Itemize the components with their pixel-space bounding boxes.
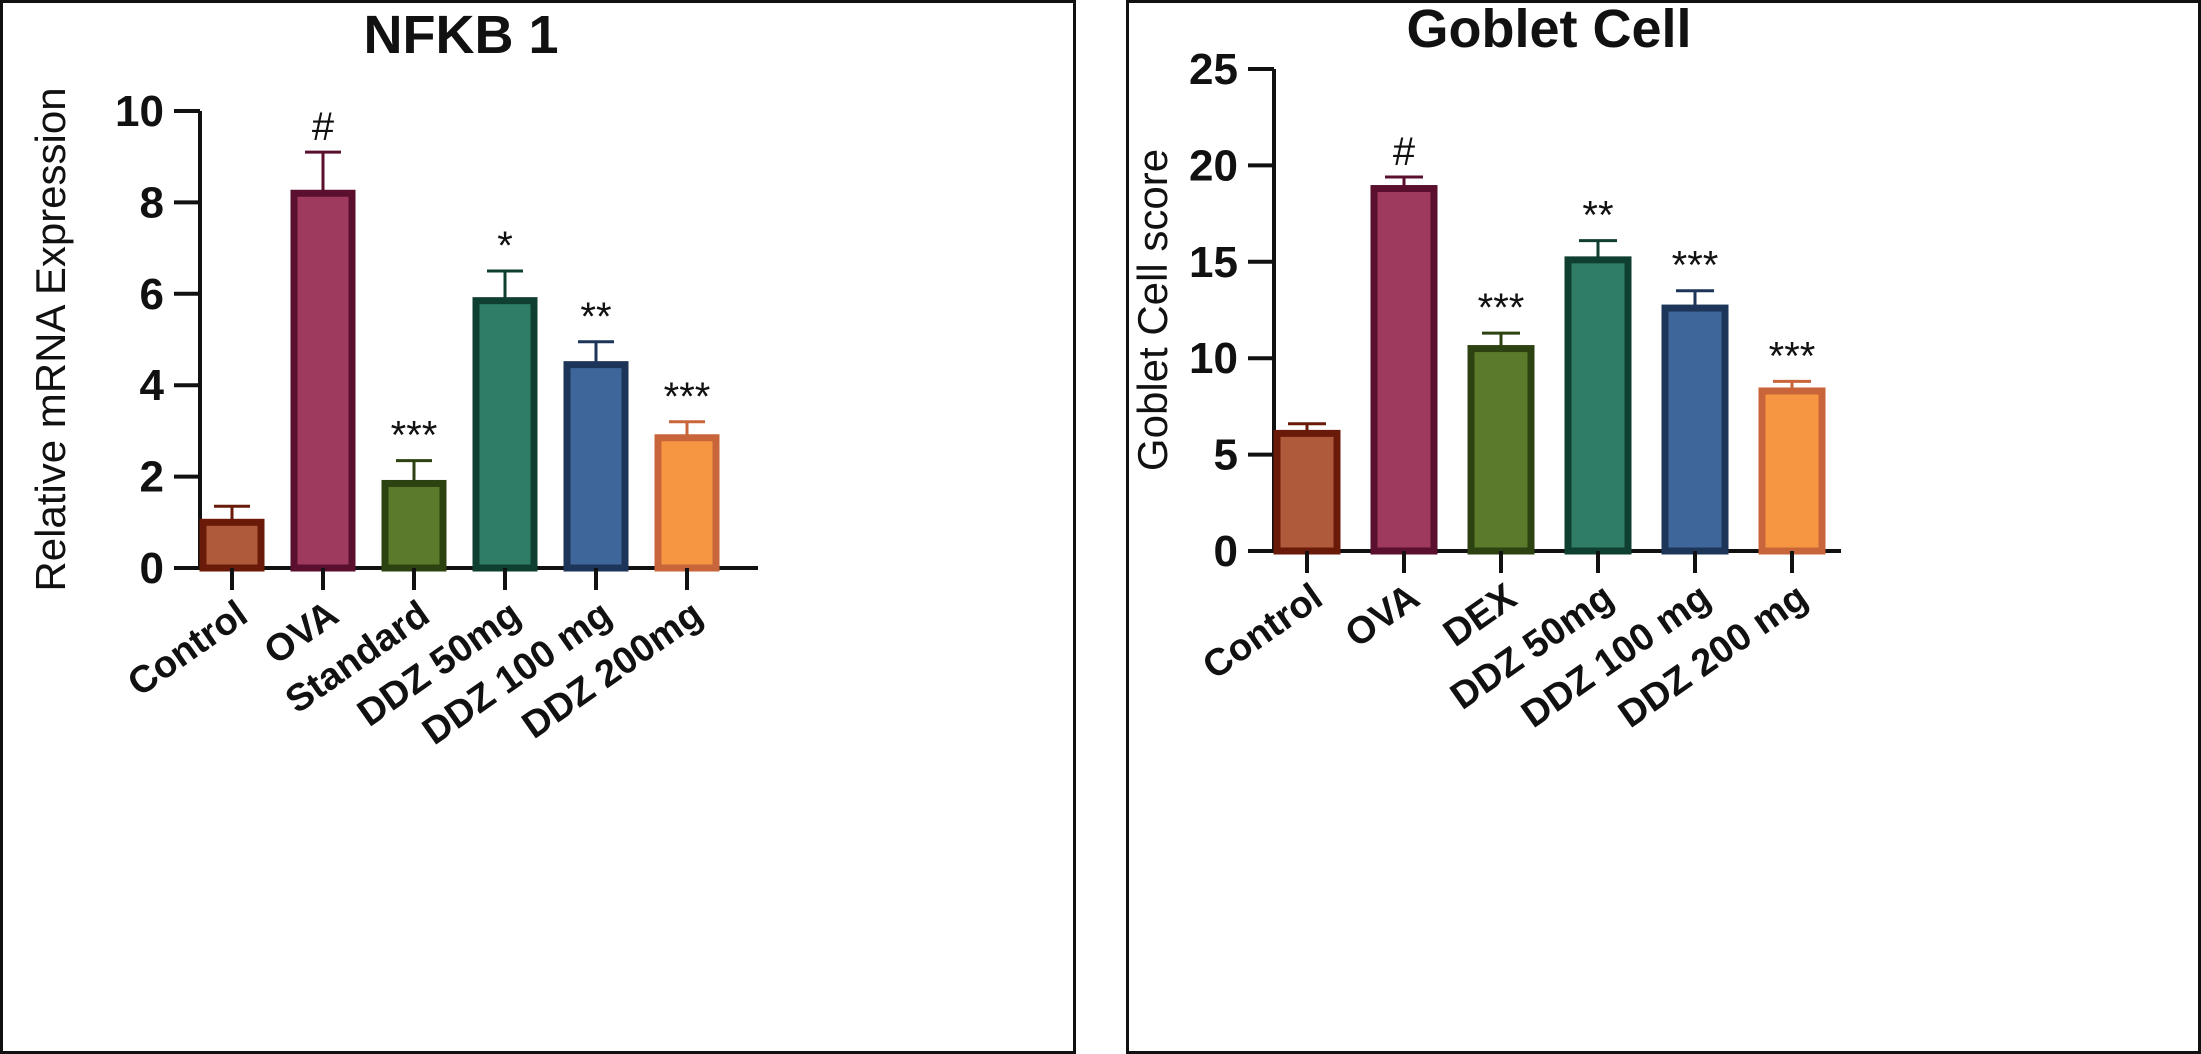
significance-label: *** — [1769, 334, 1816, 378]
y-tick-label: 0 — [140, 544, 164, 593]
bar — [381, 479, 447, 572]
chart-panel-goblet-cell: Goblet Cell Goblet Cell score 0 5 10 15 20 25 Co… — [1126, 0, 2201, 1054]
x-category-label: Control — [120, 593, 255, 705]
bar — [1564, 256, 1632, 555]
bar — [1467, 345, 1535, 555]
y-axis-label: Relative mRNA Expression — [27, 87, 74, 591]
x-category-label: Control — [1195, 576, 1330, 688]
chart-title: NFKB 1 — [363, 5, 558, 65]
bar — [1370, 185, 1438, 555]
significance-label: ** — [1582, 194, 1613, 238]
significance-label: # — [312, 105, 335, 149]
significance-label: # — [1393, 130, 1416, 174]
significance-label: *** — [391, 414, 438, 458]
y-tick-label: 8 — [140, 178, 164, 227]
chart-title: Goblet Cell — [1406, 3, 1691, 59]
y-tick-label: 5 — [1214, 431, 1238, 480]
y-tick-label: 6 — [140, 270, 164, 319]
goblet-cell-chart-svg: Goblet Cell Goblet Cell score 0 5 10 15 20 25 Co… — [1129, 3, 1841, 736]
y-tick-label: 10 — [115, 87, 164, 136]
y-tick-label: 0 — [1214, 527, 1238, 576]
bar — [563, 361, 629, 572]
bar — [199, 518, 265, 572]
chart-panel-nfkb1: NFKB 1 Relative mRNA Expression 0 2 4 6 8 10 Con… — [0, 0, 1076, 1054]
significance-label: *** — [664, 375, 711, 419]
y-tick-label: 20 — [1189, 141, 1238, 190]
significance-label: *** — [1478, 286, 1525, 330]
bar — [1273, 429, 1341, 555]
x-category-label: OVA — [1338, 576, 1427, 656]
bar — [654, 434, 720, 572]
y-tick-label: 2 — [140, 453, 164, 502]
y-tick-label: 4 — [140, 361, 165, 410]
significance-label: * — [497, 224, 513, 268]
y-tick-label: 10 — [1189, 334, 1238, 383]
nfkb1-chart-svg: NFKB 1 Relative mRNA Expression 0 2 4 6 8 10 Con… — [27, 5, 758, 753]
bar — [1758, 387, 1826, 555]
y-tick-label: 25 — [1189, 45, 1238, 94]
significance-label: ** — [580, 295, 611, 339]
y-tick-label: 15 — [1189, 238, 1238, 287]
y-axis-label: Goblet Cell score — [1129, 149, 1176, 471]
bar — [290, 189, 356, 572]
bar — [472, 297, 538, 572]
significance-label: *** — [1672, 244, 1719, 288]
bar — [1661, 304, 1729, 555]
